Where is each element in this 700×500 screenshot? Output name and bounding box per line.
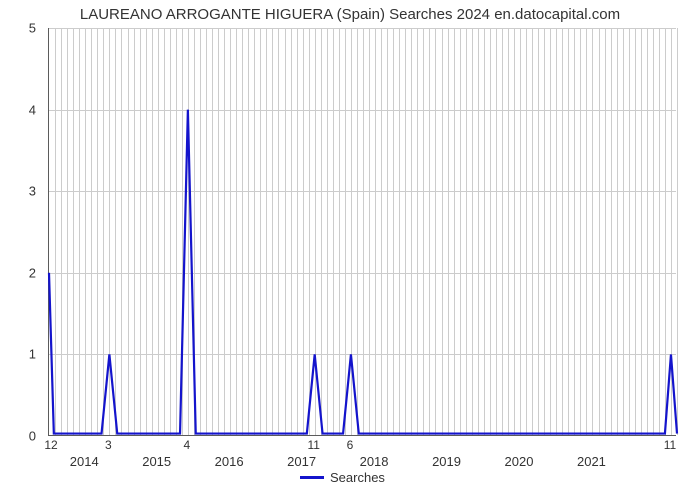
plot-area <box>48 28 676 436</box>
gridline-v <box>677 28 678 435</box>
chart-title: LAUREANO ARROGANTE HIGUERA (Spain) Searc… <box>0 6 700 23</box>
x-tick-label: 2020 <box>505 454 534 469</box>
x-tick-label: 2015 <box>142 454 171 469</box>
legend-swatch <box>300 476 324 479</box>
x-tick-label: 2019 <box>432 454 461 469</box>
peak-label: 11 <box>664 438 676 452</box>
x-tick-label: 2016 <box>215 454 244 469</box>
peak-label: 3 <box>105 438 112 452</box>
series-line <box>49 28 677 436</box>
x-tick-label: 2014 <box>70 454 99 469</box>
peak-label: 6 <box>347 438 354 452</box>
x-tick-label: 2017 <box>287 454 316 469</box>
peak-label: 11 <box>307 438 319 452</box>
x-tick-label: 2021 <box>577 454 606 469</box>
x-tick-label: 2018 <box>360 454 389 469</box>
legend-label: Searches <box>330 470 385 485</box>
peak-label: 4 <box>184 438 191 452</box>
legend: Searches <box>300 470 385 485</box>
peak-label: 12 <box>44 438 57 452</box>
